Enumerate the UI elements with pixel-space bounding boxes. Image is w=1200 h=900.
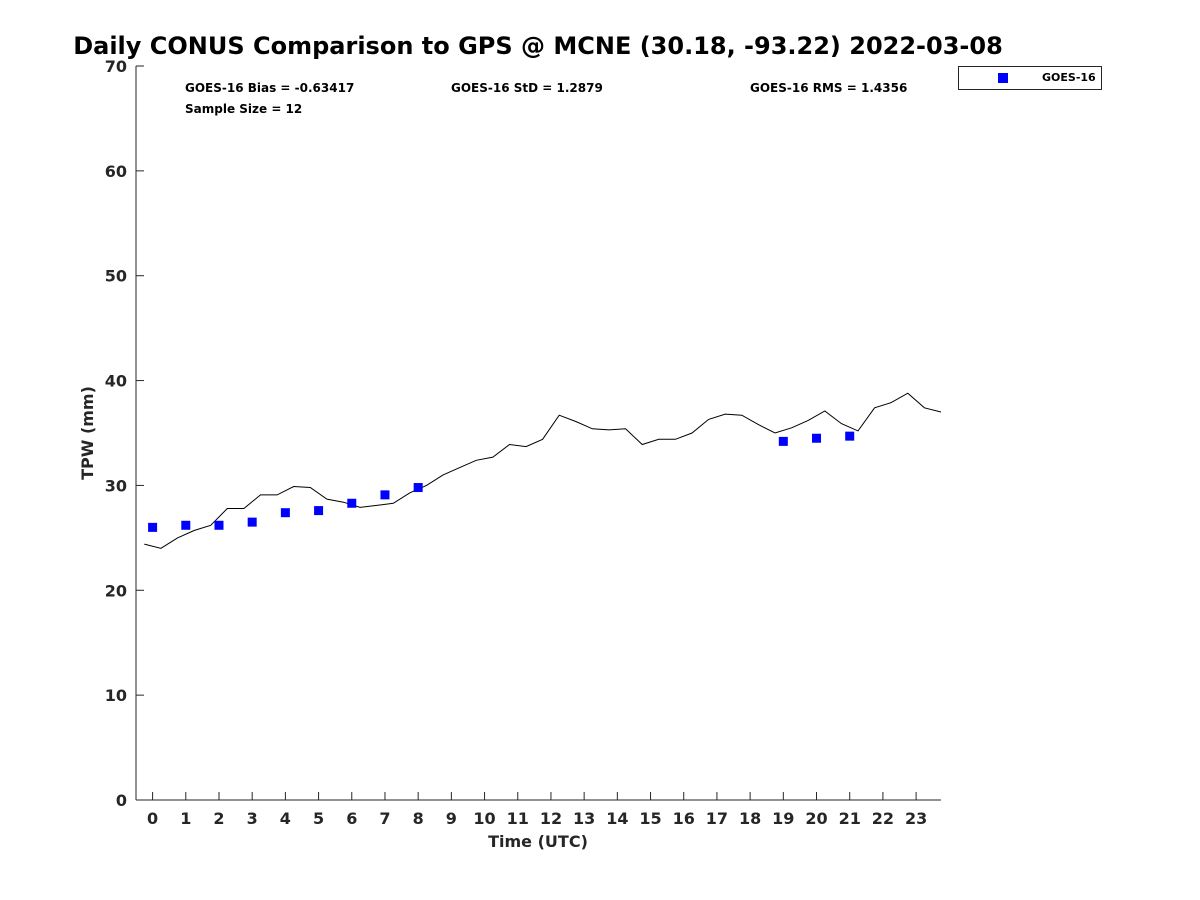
x-tick-label: 20 <box>805 809 827 828</box>
goes16-point <box>181 520 191 530</box>
x-tick-label: 18 <box>739 809 761 828</box>
x-tick-label: 7 <box>379 809 390 828</box>
x-tick-label: 14 <box>606 809 628 828</box>
gps-tpw-line <box>144 392 942 549</box>
goes16-point <box>247 517 257 527</box>
goes16-point <box>347 498 357 508</box>
x-tick-label: 10 <box>473 809 495 828</box>
goes16-points <box>148 431 855 532</box>
std-stat: GOES-16 StD = 1.2879 <box>451 81 603 95</box>
goes16-point <box>314 506 324 516</box>
x-axis-label: Time (UTC) <box>488 832 588 851</box>
x-tick-label: 9 <box>446 809 457 828</box>
y-tick-label: 30 <box>105 476 127 495</box>
x-tick-label: 0 <box>147 809 158 828</box>
x-tick-label: 16 <box>673 809 695 828</box>
x-tick-label: 21 <box>839 809 861 828</box>
x-tick-label: 23 <box>905 809 927 828</box>
x-ticks: 0 1 2 3 4 5 6 7 8 9 10 11 12 13 14 15 16 17 18 19 20 21 22 23 <box>147 792 927 828</box>
x-tick-label: 22 <box>872 809 894 828</box>
x-tick-label: 3 <box>247 809 258 828</box>
x-tick-label: 15 <box>639 809 661 828</box>
x-tick-label: 12 <box>540 809 562 828</box>
goes16-point <box>148 522 158 532</box>
sample-size-stat: Sample Size = 12 <box>185 102 302 116</box>
goes16-point <box>280 508 290 518</box>
x-tick-label: 11 <box>507 809 529 828</box>
x-tick-label: 5 <box>313 809 324 828</box>
goes16-point <box>845 431 855 441</box>
goes16-point <box>214 520 224 530</box>
x-tick-label: 19 <box>772 809 794 828</box>
y-axis-label: TPW (mm) <box>78 386 97 480</box>
goes16-point <box>778 436 788 446</box>
y-tick-label: 20 <box>105 581 127 600</box>
x-tick-label: 8 <box>413 809 424 828</box>
gps-line-series <box>144 392 942 549</box>
chart-title: Daily CONUS Comparison to GPS @ MCNE (30… <box>73 32 1003 60</box>
goes16-point <box>413 483 423 493</box>
legend-label-goes16: GOES-16 <box>1042 71 1096 84</box>
y-ticks: 0 10 20 30 40 50 60 70 <box>105 57 144 810</box>
legend-marker <box>998 73 1008 83</box>
x-tick-label: 13 <box>573 809 595 828</box>
x-tick-label: 4 <box>280 809 291 828</box>
y-tick-label: 0 <box>116 791 127 810</box>
x-tick-label: 2 <box>213 809 224 828</box>
x-tick-label: 17 <box>706 809 728 828</box>
y-tick-label: 10 <box>105 686 127 705</box>
y-tick-label: 70 <box>105 57 127 76</box>
y-tick-label: 40 <box>105 372 127 391</box>
stats-block: GOES-16 Bias = -0.63417 GOES-16 StD = 1.… <box>185 81 907 116</box>
y-tick-label: 50 <box>105 267 127 286</box>
legend-box <box>958 66 1102 90</box>
bias-stat: GOES-16 Bias = -0.63417 <box>185 81 354 95</box>
x-tick-label: 6 <box>346 809 357 828</box>
axes <box>135 66 941 801</box>
legend: GOES-16 <box>958 66 1102 90</box>
goes16-point <box>812 433 822 443</box>
y-tick-label: 60 <box>105 162 127 181</box>
x-tick-label: 1 <box>180 809 191 828</box>
rms-stat: GOES-16 RMS = 1.4356 <box>750 81 907 95</box>
goes16-point <box>380 490 390 500</box>
